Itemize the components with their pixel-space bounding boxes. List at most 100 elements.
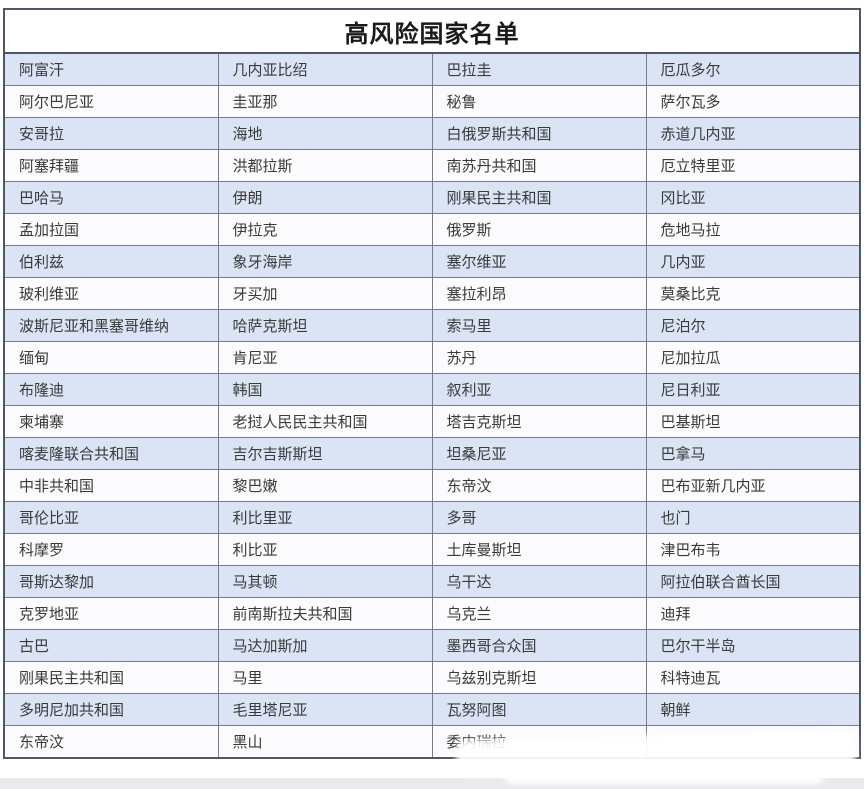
table-title: 高风险国家名单 — [4, 9, 860, 54]
table-row: 哥斯达黎加 马其顿 乌干达 阿拉伯联合酋长国 — [3, 565, 861, 598]
country-cell: 津巴布韦 — [645, 533, 861, 566]
country-cell: 巴尔干半岛 — [645, 629, 861, 662]
country-cell: 迪拜 — [645, 597, 861, 630]
country-cell: 几内亚比绍 — [217, 52, 433, 86]
table-title-row: 高风险国家名单 — [4, 9, 860, 54]
country-cell: 科摩罗 — [3, 533, 219, 566]
country-cell: 巴拿马 — [645, 437, 861, 470]
country-cell: 多明尼加共和国 — [3, 693, 219, 726]
country-cell: 塞尔维亚 — [431, 245, 647, 278]
country-cell: 赤道几内亚 — [645, 117, 861, 150]
table-row: 科摩罗 利比亚 土库曼斯坦 津巴布韦 — [3, 533, 861, 566]
country-cell: 墨西哥合众国 — [431, 629, 647, 662]
table-header: 高风险国家名单 — [4, 9, 860, 54]
country-cell: 马达加斯加 — [217, 629, 433, 662]
country-cell: 厄瓜多尔 — [645, 52, 861, 86]
country-cell: 孟加拉国 — [3, 213, 219, 246]
country-cell: 坦桑尼亚 — [431, 437, 647, 470]
country-cell: 肯尼亚 — [217, 341, 433, 374]
country-cell: 中非共和国 — [3, 469, 219, 502]
country-cell: 马其顿 — [217, 565, 433, 598]
country-cell: 黑山 — [217, 725, 433, 759]
country-cell: 科特迪瓦 — [645, 661, 861, 694]
country-cell: 塞拉利昂 — [431, 277, 647, 310]
country-cell: 尼加拉瓜 — [645, 341, 861, 374]
country-cell: 乌干达 — [431, 565, 647, 598]
country-cell: 白俄罗斯共和国 — [431, 117, 647, 150]
table-row: 布隆迪 韩国 叙利亚 尼日利亚 — [3, 373, 861, 406]
table-row: 波斯尼亚和黑塞哥维纳 哈萨克斯坦 索马里 尼泊尔 — [3, 309, 861, 342]
country-cell: 象牙海岸 — [217, 245, 433, 278]
country-cell: 土库曼斯坦 — [431, 533, 647, 566]
country-cell: 萨尔瓦多 — [645, 85, 861, 118]
country-cell: 几内亚 — [645, 245, 861, 278]
country-cell: 安哥拉 — [3, 117, 219, 150]
table-row: 阿富汗 几内亚比绍 巴拉圭 厄瓜多尔 — [3, 52, 861, 86]
country-cell: 前南斯拉夫共和国 — [217, 597, 433, 630]
table-row: 哥伦比亚 利比里亚 多哥 也门 — [3, 501, 861, 534]
country-cell: 南苏丹共和国 — [431, 149, 647, 182]
country-cell: 乌兹别克斯坦 — [431, 661, 647, 694]
country-cell: 哥斯达黎加 — [3, 565, 219, 598]
table-row: 喀麦隆联合共和国 吉尔吉斯斯坦 坦桑尼亚 巴拿马 — [3, 437, 861, 470]
country-cell: 柬埔寨 — [3, 405, 219, 438]
country-cell: 巴基斯坦 — [645, 405, 861, 438]
table-row: 阿尔巴尼亚 圭亚那 秘鲁 萨尔瓦多 — [3, 85, 861, 118]
country-cell: 利比里亚 — [217, 501, 433, 534]
country-cell: 也门 — [645, 501, 861, 534]
table-row: 刚果民主共和国 马里 乌兹别克斯坦 科特迪瓦 — [3, 661, 861, 694]
country-cell: 东帝汶 — [431, 469, 647, 502]
country-cell: 多哥 — [431, 501, 647, 534]
country-cell: 刚果民主共和国 — [3, 661, 219, 694]
table-row: 伯利兹 象牙海岸 塞尔维亚 几内亚 — [3, 245, 861, 278]
table-row: 巴哈马 伊朗 刚果民主共和国 冈比亚 — [3, 181, 861, 214]
country-cell: 俄罗斯 — [431, 213, 647, 246]
country-cell: 巴拉圭 — [431, 52, 647, 86]
country-cell: 伯利兹 — [3, 245, 219, 278]
table-row: 玻利维亚 牙买加 塞拉利昂 莫桑比克 — [3, 277, 861, 310]
country-cell: 乌克兰 — [431, 597, 647, 630]
table-row: 中非共和国 黎巴嫩 东帝汶 巴布亚新几内亚 — [3, 469, 861, 502]
country-cell: 老挝人民民主共和国 — [217, 405, 433, 438]
country-cell: 哈萨克斯坦 — [217, 309, 433, 342]
country-cell: 缅甸 — [3, 341, 219, 374]
country-table-body: 阿富汗 几内亚比绍 巴拉圭 厄瓜多尔 阿尔巴尼亚 圭亚那 秘鲁 萨尔瓦多 安哥拉 海地 白俄罗斯共和… — [3, 52, 861, 759]
country-cell: 海地 — [217, 117, 433, 150]
country-cell: 尼泊尔 — [645, 309, 861, 342]
country-cell: 古巴 — [3, 629, 219, 662]
country-cell: 牙买加 — [217, 277, 433, 310]
table-row: 多明尼加共和国 毛里塔尼亚 瓦努阿图 朝鲜 — [3, 693, 861, 726]
country-cell: 尼日利亚 — [645, 373, 861, 406]
country-cell: 秘鲁 — [431, 85, 647, 118]
country-cell: 巴布亚新几内亚 — [645, 469, 861, 502]
country-cell: 吉尔吉斯斯坦 — [217, 437, 433, 470]
table-row: 阿塞拜疆 洪都拉斯 南苏丹共和国 厄立特里亚 — [3, 149, 861, 182]
country-cell: 布隆迪 — [3, 373, 219, 406]
country-cell: 危地马拉 — [645, 213, 861, 246]
country-cell: 索马里 — [431, 309, 647, 342]
country-cell: 黎巴嫩 — [217, 469, 433, 502]
country-cell: 冈比亚 — [645, 181, 861, 214]
country-cell: 阿拉伯联合酋长国 — [645, 565, 861, 598]
country-cell: 克罗地亚 — [3, 597, 219, 630]
country-cell: 叙利亚 — [431, 373, 647, 406]
country-cell: 波斯尼亚和黑塞哥维纳 — [3, 309, 219, 342]
country-cell: 厄立特里亚 — [645, 149, 861, 182]
country-cell: 利比亚 — [217, 533, 433, 566]
country-cell: 哥伦比亚 — [3, 501, 219, 534]
country-cell: 刚果民主共和国 — [431, 181, 647, 214]
country-cell: 圭亚那 — [217, 85, 433, 118]
country-cell: 韩国 — [217, 373, 433, 406]
high-risk-country-table: 高风险国家名单 阿富汗 几内亚比绍 巴拉圭 厄瓜多尔 阿尔巴尼亚 圭亚那 秘鲁 萨尔瓦多 安哥拉… — [3, 8, 861, 759]
country-cell: 阿尔巴尼亚 — [3, 85, 219, 118]
country-cell: 伊朗 — [217, 181, 433, 214]
table-row: 克罗地亚 前南斯拉夫共和国 乌克兰 迪拜 — [3, 597, 861, 630]
watermark-smudge — [504, 765, 824, 785]
country-cell: 阿塞拜疆 — [3, 149, 219, 182]
country-cell: 马里 — [217, 661, 433, 694]
country-cell: 瓦努阿图 — [431, 693, 647, 726]
country-cell: 毛里塔尼亚 — [217, 693, 433, 726]
country-cell: 朝鲜 — [645, 693, 861, 726]
country-cell: 巴哈马 — [3, 181, 219, 214]
